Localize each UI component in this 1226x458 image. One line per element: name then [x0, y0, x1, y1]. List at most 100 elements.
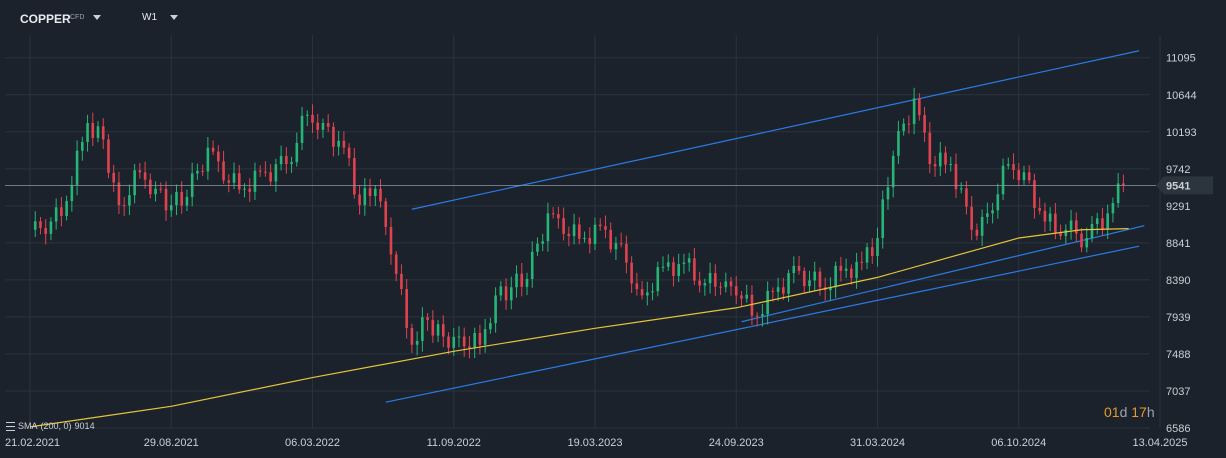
- candle-body: [264, 171, 267, 173]
- candle-body: [133, 170, 136, 196]
- candle-body: [478, 332, 482, 345]
- candle-body: [389, 226, 393, 255]
- candle-body: [630, 262, 633, 284]
- candle-body: [698, 280, 701, 286]
- trendline: [411, 50, 1140, 210]
- candle-body: [243, 188, 246, 190]
- candle-body: [557, 214, 560, 219]
- candle-body: [907, 123, 911, 125]
- candle-body: [1043, 210, 1047, 222]
- candle-body: [802, 270, 806, 287]
- candle-body: [415, 340, 419, 345]
- indicator-legend[interactable]: SMA (200, 0) 9014: [6, 421, 95, 431]
- candle-body: [792, 265, 796, 274]
- timeframe-dropdown-icon[interactable]: [170, 15, 178, 20]
- x-tick-label: 06.10.2024: [991, 437, 1046, 449]
- candle-body: [227, 180, 231, 183]
- candle-body: [1111, 203, 1115, 214]
- candle-body: [1106, 213, 1109, 230]
- candle-body: [499, 286, 503, 296]
- candle-body: [164, 188, 168, 211]
- candle-body: [562, 218, 565, 234]
- candle-body: [1090, 223, 1094, 238]
- timeframe-selector[interactable]: W1: [142, 12, 157, 23]
- candle-body: [724, 281, 728, 288]
- candle-body: [918, 98, 921, 116]
- current-price-label: 9541: [1166, 180, 1190, 192]
- candle-body: [708, 273, 712, 284]
- candle-body: [991, 210, 994, 214]
- candle-body: [112, 172, 116, 183]
- candle-body: [860, 261, 864, 263]
- candle-body: [687, 258, 691, 263]
- symbol-name[interactable]: COPPER: [20, 12, 71, 26]
- candle-body: [358, 194, 361, 206]
- candle-body: [117, 182, 121, 206]
- candle-body: [483, 329, 487, 345]
- y-tick-label: 10193: [1166, 127, 1197, 139]
- candle-body: [855, 261, 858, 279]
- candle-body: [604, 226, 607, 230]
- candle-body: [149, 179, 152, 195]
- candle-body: [886, 187, 890, 200]
- candle-body: [850, 268, 853, 279]
- candle-body: [609, 229, 612, 250]
- candle-body: [441, 324, 445, 337]
- candle-body: [337, 140, 340, 147]
- candle-body: [1048, 213, 1052, 222]
- candle-body: [640, 289, 644, 296]
- candle-body: [91, 123, 95, 138]
- candle-body: [938, 152, 942, 167]
- candle-body: [515, 273, 518, 288]
- candle-body: [986, 213, 989, 217]
- sma-line: [29, 228, 1129, 428]
- candle-body: [1116, 183, 1120, 204]
- candle-body: [1069, 220, 1073, 230]
- y-tick-label: 7939: [1166, 312, 1190, 324]
- indicator-value: 9014: [74, 421, 95, 431]
- candle-body: [740, 295, 743, 299]
- candle-body: [677, 264, 681, 276]
- candle-body: [379, 188, 382, 202]
- x-tick-label: 24.09.2023: [709, 437, 764, 449]
- indicator-menu-icon[interactable]: [6, 421, 15, 431]
- candle-body: [405, 288, 408, 328]
- candle-body: [944, 152, 947, 165]
- candle-body: [551, 213, 555, 215]
- candle-body: [525, 279, 529, 287]
- candle-body: [818, 271, 822, 288]
- indicator-name: SMA: [18, 421, 38, 431]
- countdown-hours-unit: h: [1146, 404, 1155, 420]
- indicator-params: (200, 0): [40, 421, 72, 431]
- candle-body: [1038, 208, 1041, 211]
- candle-body: [232, 173, 236, 183]
- candle-body: [891, 155, 895, 188]
- x-tick-label: 06.03.2022: [285, 437, 340, 449]
- candle-body: [719, 286, 722, 288]
- y-tick-label: 8841: [1166, 238, 1190, 250]
- candle-body: [703, 283, 707, 286]
- candle-body: [980, 216, 984, 236]
- candle-body: [912, 98, 916, 125]
- candle-body: [1027, 172, 1031, 181]
- candle-body: [1006, 164, 1010, 166]
- candle-body: [373, 188, 377, 197]
- candle-body: [1059, 232, 1062, 236]
- trendline: [741, 225, 1145, 323]
- symbol-dropdown-icon[interactable]: [93, 15, 101, 20]
- candle-body: [729, 281, 733, 287]
- y-tick-label: 8390: [1166, 275, 1190, 287]
- chart-toolbar: COPPER CFD W1: [0, 0, 1226, 36]
- candle-body: [248, 188, 252, 192]
- candle-body: [384, 201, 388, 227]
- candle-body: [175, 191, 178, 206]
- y-tick-label: 9291: [1166, 201, 1190, 213]
- candle-body: [635, 283, 639, 290]
- candle-body: [949, 164, 953, 166]
- candle-body: [870, 247, 874, 256]
- candle-body: [290, 162, 293, 165]
- candle-body: [206, 147, 210, 172]
- candle-body: [353, 158, 356, 195]
- candle-body: [797, 265, 801, 271]
